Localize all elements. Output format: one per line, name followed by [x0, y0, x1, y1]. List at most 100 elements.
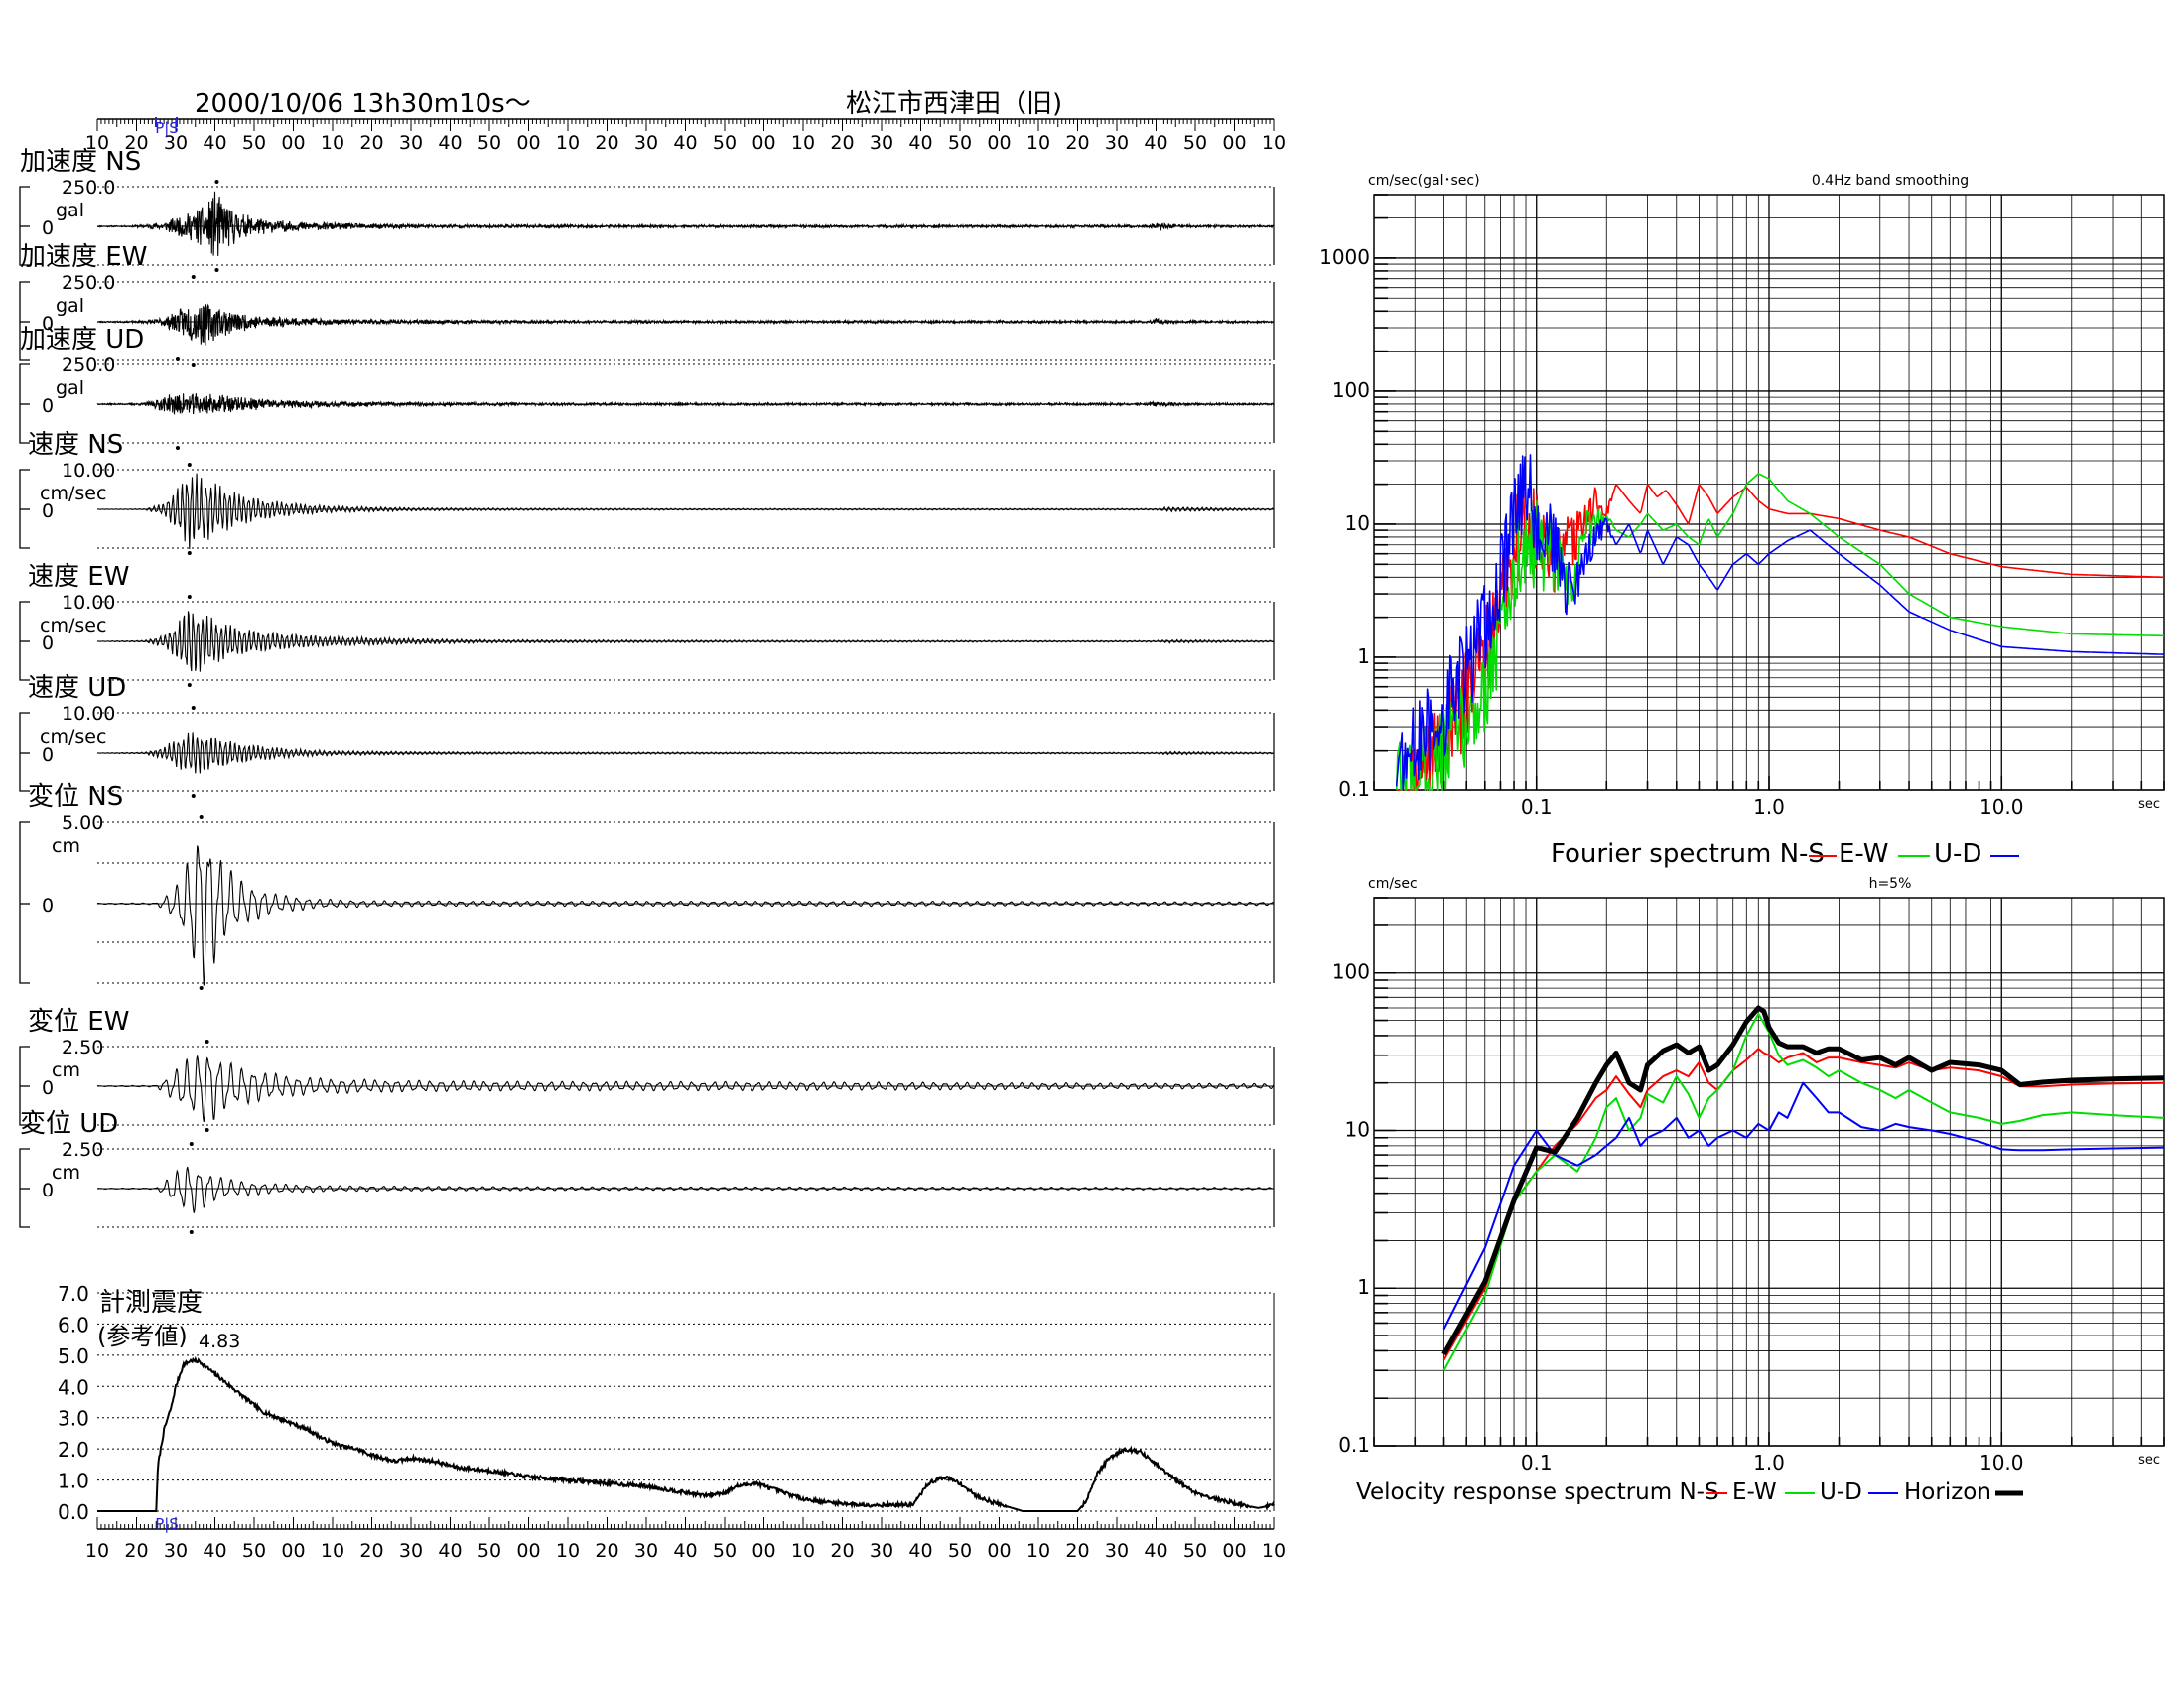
peak-marker	[199, 815, 204, 819]
intensity-tick-label: 0.0	[58, 1500, 89, 1524]
time-tick-label: 10	[1262, 132, 1286, 154]
intensity-tick-label: 3.0	[58, 1407, 89, 1431]
x-tick-label: 10.0	[1979, 795, 2024, 819]
zero-label: 0	[42, 500, 54, 522]
unit-label: cm/sec	[40, 726, 106, 748]
time-tick-label: 10	[85, 132, 109, 154]
scale-value: 2.50	[62, 1139, 103, 1161]
time-tick-label: 40	[908, 1540, 932, 1562]
scale-value: 10.00	[62, 460, 115, 482]
intensity-tick-label: 6.0	[58, 1313, 89, 1336]
time-tick-label: 20	[830, 1540, 854, 1562]
channel-label: 速度 UD	[28, 673, 126, 703]
time-tick-label: 00	[751, 1540, 775, 1562]
unit-label: gal	[56, 200, 84, 221]
waveform-trace	[96, 1055, 1275, 1122]
unit-label: cm	[52, 1162, 80, 1184]
channel-label: 速度 EW	[28, 562, 129, 592]
time-tick-label: 10	[321, 132, 344, 154]
time-tick-label: 40	[203, 1540, 226, 1562]
y-tick-label: 10	[1345, 511, 1370, 535]
time-tick-label: 20	[124, 1540, 148, 1562]
intensity-panel: 7.0 6.0 5.0 4.0 3.0 2.0 1.0 0.0 計測震度 (参考値) 4.83	[58, 1282, 1275, 1524]
channel-label: 加速度 EW	[20, 242, 147, 272]
time-tick-label: 00	[1222, 132, 1246, 154]
time-tick-label: 10	[1026, 132, 1050, 154]
legend-label: Horizon	[1904, 1479, 1991, 1505]
intensity-trace	[97, 1355, 1275, 1512]
legend-label: Fourier spectrum N-S	[1551, 839, 1825, 869]
unit-label: cm	[52, 1059, 80, 1081]
zero-label: 0	[42, 217, 54, 239]
peak-marker	[199, 986, 204, 990]
peak-marker	[189, 1230, 194, 1234]
scale-value: 10.00	[62, 703, 115, 725]
time-tick-label: 50	[242, 132, 266, 154]
intensity-tick-label: 1.0	[58, 1470, 89, 1493]
scale-value: 250.0	[62, 272, 115, 294]
time-tick-label: 20	[595, 132, 618, 154]
zero-label: 0	[42, 1077, 54, 1099]
peak-marker	[175, 446, 180, 450]
series-line-ud	[1395, 454, 2164, 791]
top-time-axis: 10 20 30 40 50 00 10 20 30 40 50 00 10 20 30 40 50 00 10 20…	[85, 118, 1286, 154]
time-tick-label: 30	[399, 1540, 423, 1562]
zero-label: 0	[42, 313, 54, 335]
time-tick-label: 00	[281, 132, 305, 154]
peak-marker	[214, 268, 219, 272]
time-tick-label: 30	[1105, 1540, 1129, 1562]
series-line-ud	[1442, 1081, 2165, 1330]
intensity-subtitle: (参考値)	[97, 1323, 188, 1350]
intensity-peak-label: 4.83	[199, 1331, 240, 1352]
x-tick-label: 0.1	[1521, 795, 1553, 819]
x-tick-label: 1.0	[1753, 795, 1785, 819]
time-tick-label: 40	[203, 132, 226, 154]
ps-marker-label-bottom: P|S	[155, 1515, 179, 1533]
time-tick-label: 30	[870, 132, 893, 154]
waveform-trace	[96, 611, 1275, 672]
time-tick-label: 10	[321, 1540, 344, 1562]
scale-value: 2.50	[62, 1037, 103, 1058]
series-line-ew	[1442, 1013, 2165, 1371]
time-tick-label: 30	[634, 1540, 658, 1562]
waveform-trace	[96, 1166, 1275, 1213]
peak-marker	[191, 794, 196, 798]
x-tick-label: 0.1	[1521, 1451, 1553, 1475]
time-tick-label: 50	[478, 1540, 501, 1562]
time-tick-label: 00	[987, 132, 1011, 154]
y-tick-label: 10	[1345, 1117, 1370, 1141]
time-tick-label: 00	[1222, 1540, 1246, 1562]
time-tick-label: 20	[359, 1540, 383, 1562]
waveform-trace	[96, 393, 1275, 415]
time-tick-label: 10	[556, 1540, 580, 1562]
chart-note: 0.4Hz band smoothing	[1812, 173, 1969, 189]
time-tick-label: 50	[478, 132, 501, 154]
time-tick-label: 10	[85, 1540, 109, 1562]
zero-label: 0	[42, 895, 54, 916]
channel-label: 加速度 NS	[20, 147, 141, 177]
unit-label: cm/sec	[40, 615, 106, 636]
zero-label: 0	[42, 1180, 54, 1201]
peak-marker	[187, 551, 192, 555]
time-tick-label: 50	[948, 1540, 972, 1562]
chart-note: h=5%	[1869, 876, 1912, 892]
time-tick-label: 10	[1026, 1540, 1050, 1562]
unit-label: gal	[56, 295, 84, 317]
time-tick-label: 50	[1183, 1540, 1207, 1562]
time-tick-label: 40	[673, 132, 697, 154]
series-line-ew	[1395, 473, 2165, 791]
plot-frame	[1373, 897, 2165, 1447]
bottom-time-axis: 10 20 30 40 50 00 10 20 30 40 50 00 10 20 30 40 50 00 10 20…	[85, 1517, 1286, 1562]
station-name: 松江市西津田（旧)	[846, 89, 1063, 119]
time-tick-label: 30	[164, 1540, 188, 1562]
time-tick-label: 10	[556, 132, 580, 154]
channel-label: 変位 NS	[28, 782, 123, 812]
peak-marker	[187, 463, 192, 467]
